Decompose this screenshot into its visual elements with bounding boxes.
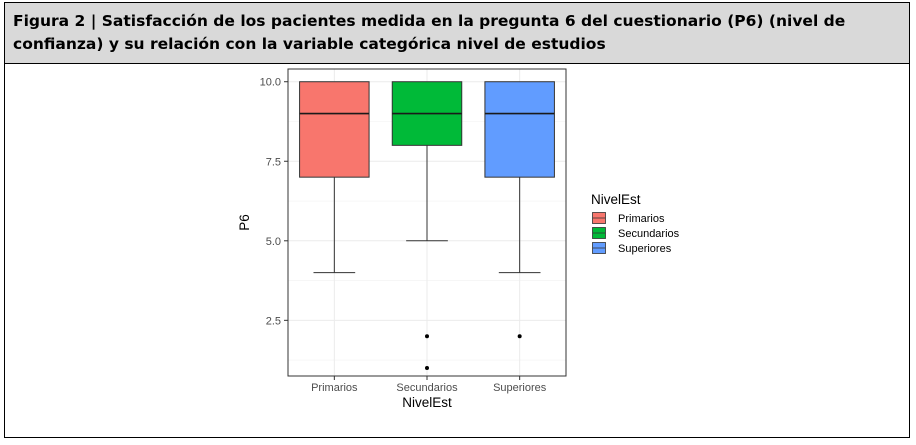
legend-title: NivelEst bbox=[591, 192, 641, 207]
box-primarios bbox=[299, 81, 370, 178]
legend-label: Superiores bbox=[618, 243, 672, 255]
legend-label: Secundarios bbox=[618, 228, 680, 240]
outlier-point bbox=[517, 334, 522, 339]
y-tick-label: 2.5 bbox=[266, 315, 281, 327]
y-axis-title: P6 bbox=[237, 214, 252, 231]
outlier-point bbox=[425, 366, 429, 371]
figure-caption-bar: Figura 2 | Satisfacción de los pacientes… bbox=[5, 3, 909, 64]
x-tick-label: Secundarios bbox=[396, 382, 458, 394]
box-superiores bbox=[484, 81, 555, 178]
y-tick-label: 5.0 bbox=[266, 236, 281, 248]
x-axis-title: NivelEst bbox=[402, 395, 452, 410]
x-tick-label: Primarios bbox=[311, 382, 358, 394]
y-tick-label: 7.5 bbox=[266, 156, 281, 168]
outlier-point bbox=[425, 334, 429, 339]
x-tick-label: Superiores bbox=[493, 382, 547, 394]
legend-label: Primarios bbox=[618, 213, 665, 225]
figure-caption: Figura 2 | Satisfacción de los pacientes… bbox=[13, 12, 846, 53]
y-tick-label: 10.0 bbox=[260, 77, 281, 89]
